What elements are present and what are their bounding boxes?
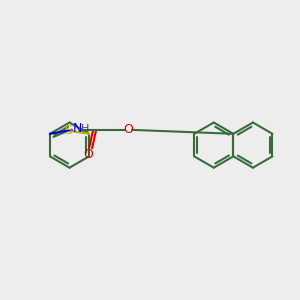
Text: S: S [64, 124, 73, 137]
Text: O: O [83, 148, 93, 161]
Text: O: O [124, 123, 134, 136]
Text: N: N [73, 122, 82, 135]
Text: H: H [80, 124, 89, 134]
